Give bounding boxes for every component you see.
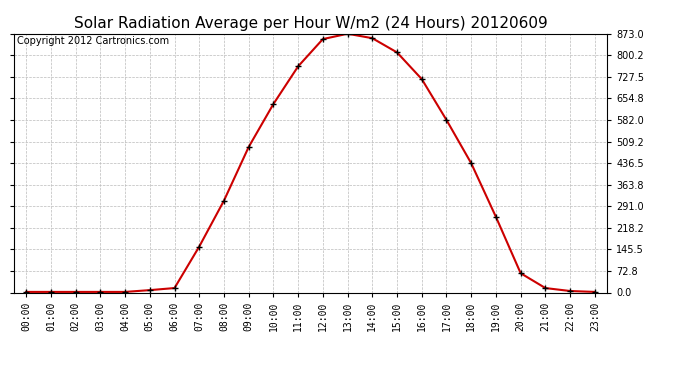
Text: Copyright 2012 Cartronics.com: Copyright 2012 Cartronics.com bbox=[17, 36, 169, 46]
Title: Solar Radiation Average per Hour W/m2 (24 Hours) 20120609: Solar Radiation Average per Hour W/m2 (2… bbox=[74, 16, 547, 31]
